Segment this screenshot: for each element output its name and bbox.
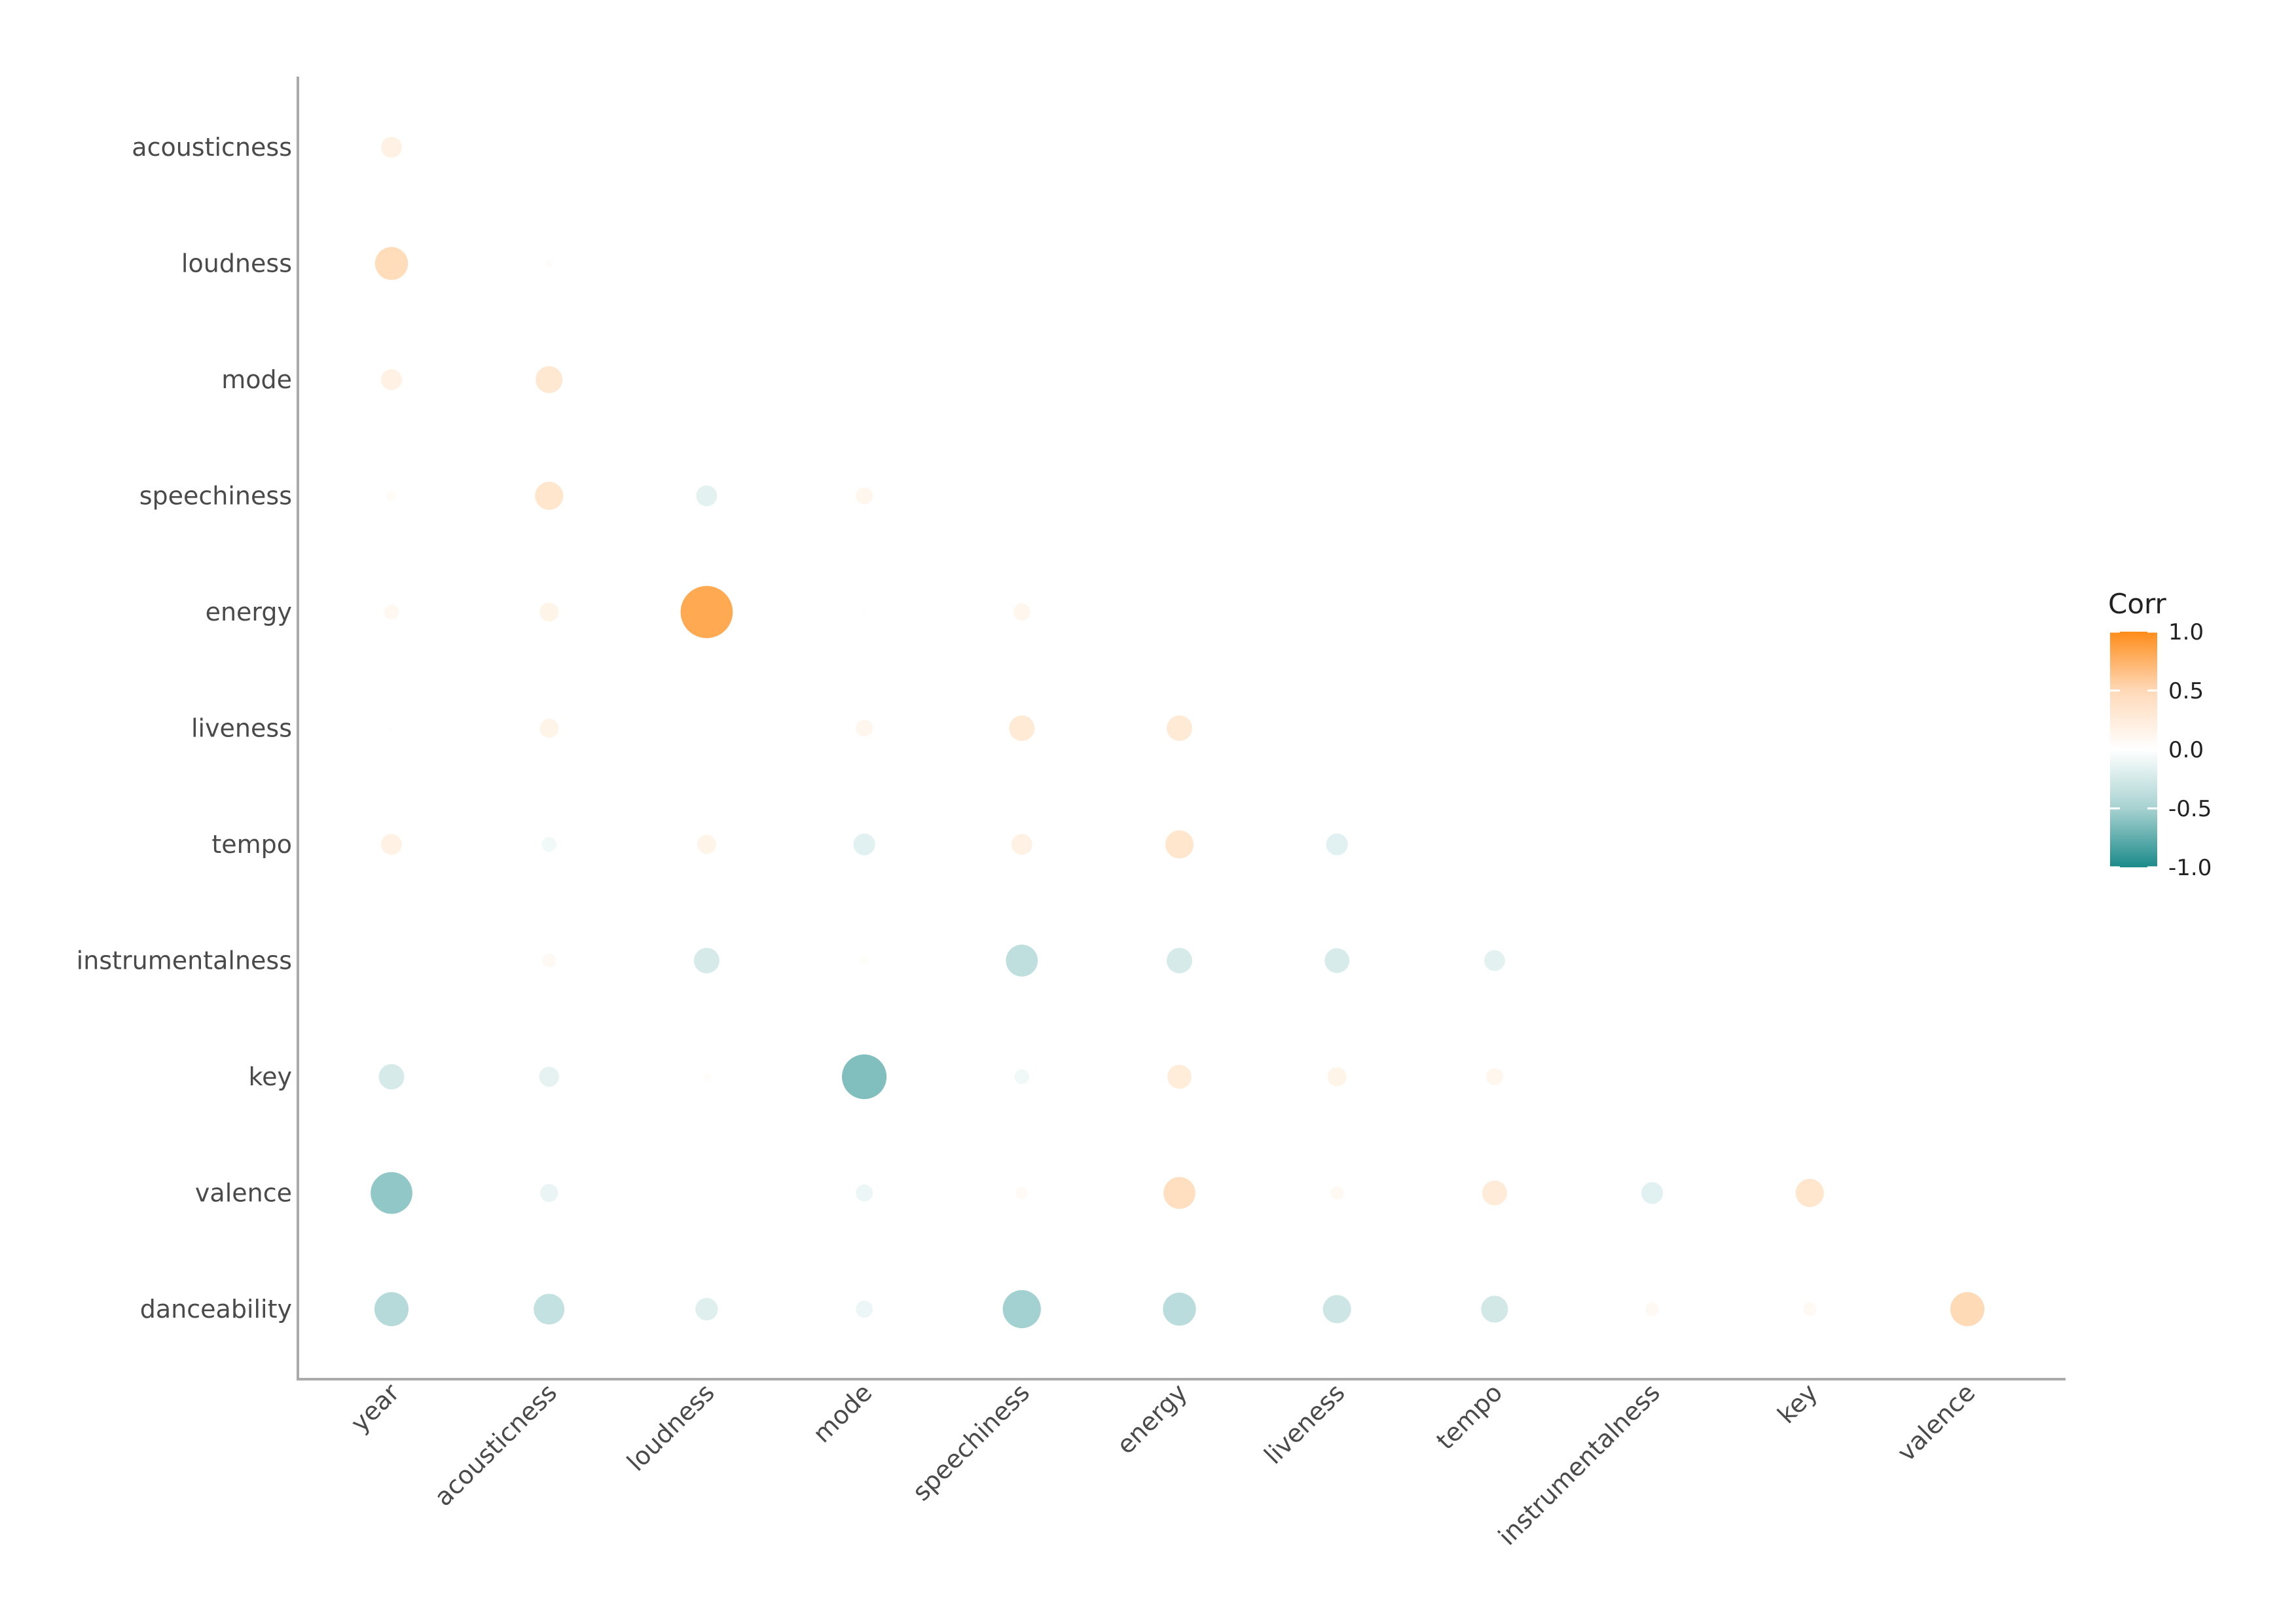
corr-cell-tempo-liveness xyxy=(1326,833,1348,856)
corr-cell-key-tempo xyxy=(1485,1068,1503,1086)
corr-cell-acousticness-year xyxy=(381,137,402,158)
corr-cell-speechiness-loudness xyxy=(696,485,718,507)
y-tick-label: liveness xyxy=(191,714,292,743)
y-tick-labels: acousticness loudness mode speechiness energ… xyxy=(77,133,292,1324)
x-tick-label: loudness xyxy=(621,1378,720,1477)
corr-cell-energy-mode xyxy=(861,609,867,615)
corr-cell-liveness-acousticness xyxy=(539,718,559,738)
corr-cell-instrumentalness-mode xyxy=(860,956,869,965)
legend-tick-label: 1.0 xyxy=(2168,619,2204,645)
corr-cell-valence-speechiness xyxy=(1015,1187,1029,1199)
corr-cell-valence-loudness xyxy=(704,1190,710,1196)
corr-cell-mode-acousticness xyxy=(536,366,563,393)
corr-cell-instrumentalness-speechiness xyxy=(1006,945,1038,977)
corr-cell-tempo-year xyxy=(381,834,402,855)
corr-cell-danceability-loudness xyxy=(695,1297,718,1321)
corr-cell-key-mode xyxy=(841,1054,887,1100)
y-tick-label: tempo xyxy=(211,830,292,859)
corr-cell-valence-acousticness xyxy=(539,1183,558,1202)
corr-cell-liveness-loudness xyxy=(704,725,710,731)
corr-cell-key-energy xyxy=(1167,1064,1192,1089)
corr-cell-speechiness-mode xyxy=(856,487,873,505)
legend-ticks: 1.0 0.5 0.0 -0.5 -1.0 xyxy=(2110,619,2212,881)
y-tick-label: valence xyxy=(195,1179,292,1208)
x-tick-label: instrumentalness xyxy=(1493,1378,1666,1551)
y-tick-label: mode xyxy=(221,365,292,394)
corr-cell-tempo-mode xyxy=(853,833,875,856)
corr-cell-valence-mode xyxy=(856,1184,873,1202)
corr-cell-danceability-speechiness xyxy=(1002,1290,1041,1329)
corr-cell-danceability-key xyxy=(1803,1302,1817,1316)
corr-cell-key-loudness xyxy=(702,1072,711,1081)
corr-cell-key-year xyxy=(378,1064,405,1090)
corr-cell-valence-key xyxy=(1795,1178,1824,1208)
corr-cell-energy-acousticness xyxy=(539,602,559,622)
corr-cell-danceability-mode xyxy=(856,1300,873,1318)
corr-cell-liveness-mode xyxy=(856,719,873,737)
corr-cell-valence-energy xyxy=(1163,1177,1195,1209)
x-tick-label: acousticness xyxy=(429,1378,562,1511)
corr-cell-loudness-year xyxy=(374,247,409,280)
x-tick-labels: year acousticness loudness mode speechiness e… xyxy=(345,1378,1980,1551)
corr-cell-energy-speechiness xyxy=(1013,603,1030,621)
legend-tick-label: 0.0 xyxy=(2168,737,2204,763)
y-tick-label: key xyxy=(248,1062,292,1091)
x-tick-label: liveness xyxy=(1259,1378,1351,1470)
y-tick-label: instrumentalness xyxy=(77,947,292,975)
corr-cell-danceability-acousticness xyxy=(534,1293,565,1325)
y-tick-label: energy xyxy=(206,598,292,626)
x-tick-label: speechiness xyxy=(907,1378,1035,1506)
corr-cell-danceability-tempo xyxy=(1481,1295,1508,1323)
corr-cell-energy-year xyxy=(384,604,399,620)
corr-cell-liveness-year xyxy=(388,725,395,732)
x-tick-label: mode xyxy=(807,1378,877,1448)
legend-tick-label: -1.0 xyxy=(2168,855,2212,881)
x-tick-label: valence xyxy=(1892,1378,1981,1467)
corr-cell-tempo-loudness xyxy=(697,835,716,854)
corr-cell-key-speechiness xyxy=(1014,1069,1030,1085)
legend-tick-label: 0.5 xyxy=(2168,678,2204,704)
y-tick-label: danceability xyxy=(140,1295,292,1324)
corr-cell-instrumentalness-liveness xyxy=(1324,948,1350,973)
color-legend: Corr 1.0 0.5 0.0 -0.5 -1.0 xyxy=(2108,588,2212,881)
y-tick-label: loudness xyxy=(181,249,292,278)
x-tick-label: tempo xyxy=(1430,1378,1508,1455)
x-tick-label: key xyxy=(1772,1378,1823,1429)
x-tick-label: year xyxy=(345,1378,405,1437)
corr-cell-danceability-year xyxy=(374,1291,409,1327)
corr-cell-instrumentalness-loudness xyxy=(693,947,720,974)
corr-cell-energy-loudness xyxy=(680,586,733,638)
correlation-cells xyxy=(371,137,1985,1329)
corr-cell-mode-loudness xyxy=(704,377,710,382)
corr-cell-key-liveness xyxy=(1327,1067,1347,1087)
corr-cell-valence-liveness xyxy=(1330,1186,1344,1200)
legend-tick-label: -0.5 xyxy=(2168,796,2212,822)
y-tick-label: acousticness xyxy=(132,133,292,162)
corr-cell-liveness-energy xyxy=(1166,715,1193,742)
corr-cell-liveness-speechiness xyxy=(1009,715,1035,742)
corr-cell-danceability-liveness xyxy=(1322,1295,1351,1324)
corr-cell-valence-instrumentalness xyxy=(1641,1182,1664,1204)
corr-cell-instrumentalness-acousticness xyxy=(542,954,556,967)
corr-cell-danceability-instrumentalness xyxy=(1645,1302,1659,1316)
corr-cell-loudness-acousticness xyxy=(545,259,554,268)
corr-cell-instrumentalness-energy xyxy=(1166,947,1193,974)
corr-cell-danceability-energy xyxy=(1163,1292,1196,1326)
corr-cell-key-acousticness xyxy=(539,1066,559,1087)
x-tick-label: energy xyxy=(1111,1378,1193,1460)
corr-cell-speechiness-year xyxy=(386,490,397,501)
corr-cell-speechiness-acousticness xyxy=(535,481,564,511)
corr-cell-valence-year xyxy=(371,1172,412,1214)
corr-cell-tempo-acousticness xyxy=(541,837,556,852)
corr-cell-mode-year xyxy=(381,369,402,390)
corr-cell-tempo-speechiness xyxy=(1011,834,1032,855)
corr-cell-danceability-valence xyxy=(1950,1291,1985,1327)
corr-cell-instrumentalness-tempo xyxy=(1484,950,1505,971)
corr-cell-valence-tempo xyxy=(1482,1180,1507,1206)
legend-title: Corr xyxy=(2108,588,2167,620)
y-tick-label: speechiness xyxy=(139,482,292,511)
corr-cell-tempo-energy xyxy=(1165,830,1194,859)
